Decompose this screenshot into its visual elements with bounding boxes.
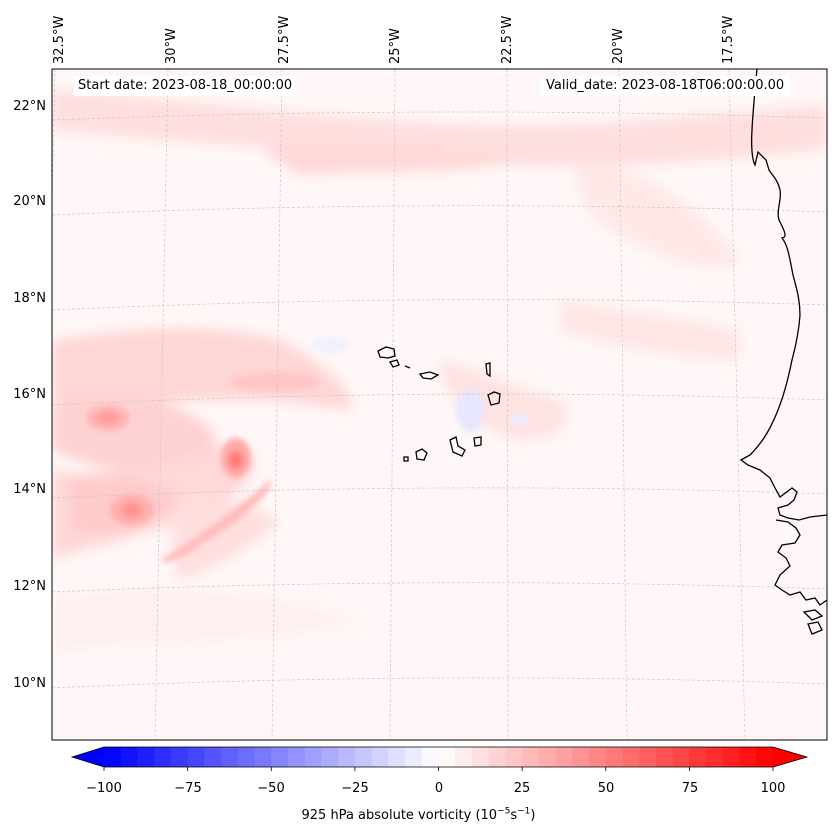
lon-label-17-5w: 17.5°W	[721, 15, 736, 64]
lat-label-22n: 22°N	[13, 99, 46, 114]
colorbar-segment	[338, 747, 356, 767]
lat-label-18n: 18°N	[13, 291, 46, 306]
colorbar-segment	[639, 747, 657, 767]
colorbar-segment	[438, 747, 456, 767]
lon-label-30w: 30°W	[164, 28, 179, 64]
colorbar-segment	[388, 747, 406, 767]
vorticity-field	[52, 90, 827, 650]
colorbar-segment	[471, 747, 490, 767]
graticule	[52, 69, 827, 740]
colorbar-segment	[689, 747, 707, 767]
colorbar-segment	[371, 747, 389, 767]
lon-label-25w: 25°W	[388, 28, 403, 64]
valid-date-label: Valid_date: 2023-08-18T06:00:00.00	[540, 76, 791, 96]
colorbar-segment	[505, 747, 523, 767]
start-date-label: Start date: 2023-08-18_00:00:00	[74, 76, 297, 96]
colorbar-segment	[137, 747, 155, 767]
colorbar-segment	[104, 747, 122, 767]
colorbar-segment	[488, 747, 506, 767]
west-africa-coastline	[739, 69, 827, 635]
colorbar-title: 925 hPa absolute vorticity (10−5s−1)	[301, 806, 536, 823]
colorbar-segment	[405, 747, 423, 767]
colorbar-segment	[221, 747, 239, 767]
colorbar	[70, 746, 809, 771]
colorbar-segment	[572, 747, 590, 767]
colorbar-segment	[271, 747, 289, 767]
colorbar-segment	[321, 747, 339, 767]
colorbar-segment	[706, 747, 724, 767]
colorbar-segment	[555, 747, 573, 767]
lat-label-14n: 14°N	[13, 482, 46, 497]
colorbar-tick: −75	[174, 781, 202, 796]
colorbar-tick: 50	[597, 781, 615, 796]
colorbar-segment	[354, 747, 373, 767]
colorbar-segment	[605, 747, 623, 767]
colorbar-segment	[287, 747, 306, 767]
colorbar-segment	[421, 747, 439, 767]
colorbar-extend-max	[773, 747, 807, 767]
lon-label-20w: 20°W	[611, 28, 626, 64]
lon-label-32-5w: 32.5°W	[52, 15, 67, 64]
colorbar-segment	[522, 747, 540, 767]
lon-label-27-5w: 27.5°W	[277, 15, 292, 64]
colorbar-segment	[254, 747, 272, 767]
lat-label-20n: 20°N	[13, 194, 46, 209]
colorbar-segment	[739, 747, 757, 767]
colorbar-tick: −25	[341, 781, 369, 796]
colorbar-tick: −50	[257, 781, 285, 796]
colorbar-segment	[170, 747, 189, 767]
colorbar-segment	[187, 747, 205, 767]
colorbar-segment	[622, 747, 640, 767]
colorbar-segment	[722, 747, 741, 767]
colorbar-segment	[756, 747, 774, 767]
lat-label-16n: 16°N	[13, 387, 46, 402]
lat-label-10n: 10°N	[13, 676, 46, 691]
lon-label-22-5w: 22.5°W	[500, 15, 515, 64]
colorbar-segment	[655, 747, 674, 767]
cape-verde-islands	[377, 346, 501, 462]
colorbar-segment	[538, 747, 557, 767]
colorbar-segment	[237, 747, 256, 767]
colorbar-segment	[304, 747, 322, 767]
colorbar-segment	[672, 747, 690, 767]
colorbar-segment	[589, 747, 607, 767]
colorbar-segment	[455, 747, 473, 767]
colorbar-segment	[154, 747, 172, 767]
colorbar-tick: 0	[434, 781, 444, 796]
colorbar-tick: 25	[513, 781, 531, 796]
colorbar-segment	[204, 747, 222, 767]
colorbar-tick: 100	[760, 781, 786, 796]
colorbar-tick: 75	[681, 781, 699, 796]
lat-label-12n: 12°N	[13, 579, 46, 594]
map-frame	[51, 68, 828, 741]
colorbar-extend-min	[72, 747, 104, 767]
colorbar-segment	[120, 747, 138, 767]
colorbar-tick: −100	[86, 781, 122, 796]
